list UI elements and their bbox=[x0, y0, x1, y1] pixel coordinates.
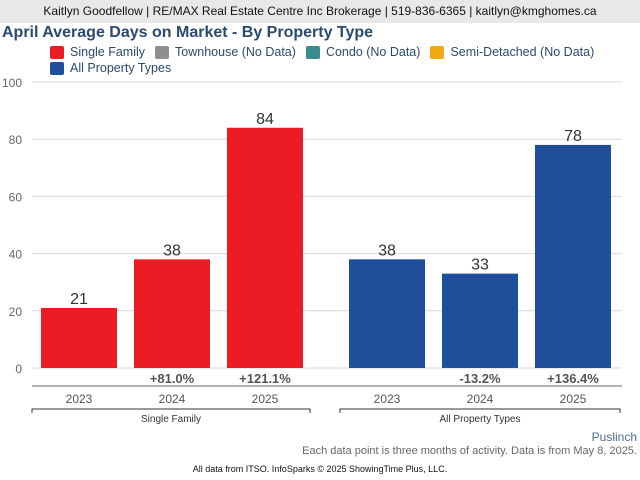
legend-label: Semi-Detached (No Data) bbox=[450, 45, 595, 59]
group-bracket bbox=[31, 408, 311, 413]
x-tick-label: 2024 bbox=[159, 392, 186, 406]
legend-item-semi-detached[interactable]: Semi-Detached (No Data) bbox=[430, 45, 594, 59]
bar-value-label: 38 bbox=[378, 242, 396, 259]
bar[interactable] bbox=[535, 144, 611, 368]
location-label: Puslinch bbox=[591, 430, 637, 444]
bar[interactable] bbox=[134, 259, 210, 368]
bar[interactable] bbox=[349, 259, 425, 368]
y-tick-label: 80 bbox=[9, 133, 23, 147]
x-tick-label: 2025 bbox=[560, 392, 587, 406]
chart-title: April Average Days on Market - By Proper… bbox=[2, 24, 374, 41]
percent-change-label: -13.2% bbox=[459, 371, 501, 386]
x-tick-label: 2023 bbox=[66, 392, 93, 406]
bar[interactable] bbox=[227, 127, 303, 368]
group-label: Single Family bbox=[141, 414, 201, 425]
y-tick-label: 60 bbox=[9, 190, 23, 204]
legend-label: Single Family bbox=[70, 45, 146, 59]
bar-value-label: 84 bbox=[256, 111, 274, 128]
group-bracket bbox=[339, 408, 621, 413]
y-tick-label: 0 bbox=[15, 362, 22, 376]
y-tick-label: 100 bbox=[2, 76, 22, 90]
legend-swatch-condo bbox=[305, 45, 320, 59]
legend-label: Condo (No Data) bbox=[325, 45, 421, 59]
bar-value-label: 21 bbox=[70, 291, 88, 308]
bar-value-label: 33 bbox=[471, 257, 489, 274]
percent-change-label: +121.1% bbox=[239, 371, 291, 386]
legend-label: All Property Types bbox=[70, 61, 172, 75]
x-tick-label: 2023 bbox=[374, 392, 401, 406]
x-tick-label: 2024 bbox=[467, 392, 494, 406]
chart-legend: Single Family Townhouse (No Data) Condo … bbox=[50, 44, 630, 76]
legend-item-single-family[interactable]: Single Family bbox=[50, 45, 145, 59]
y-tick-label: 20 bbox=[9, 305, 23, 319]
x-tick-label: 2025 bbox=[252, 392, 279, 406]
legend-label: Townhouse (No Data) bbox=[175, 45, 296, 59]
data-source: All data from ITSO. InfoSparks © 2025 Sh… bbox=[192, 464, 448, 474]
y-tick-label: 40 bbox=[9, 248, 23, 262]
data-note: Each data point is three months of activ… bbox=[302, 445, 637, 457]
legend-swatch-semi-detached bbox=[430, 45, 445, 59]
bar[interactable] bbox=[442, 273, 518, 368]
group-label: All Property Types bbox=[440, 414, 521, 425]
bar[interactable] bbox=[41, 307, 117, 368]
legend-item-townhouse[interactable]: Townhouse (No Data) bbox=[155, 45, 296, 59]
bar-value-label: 38 bbox=[163, 242, 181, 259]
bar-value-label: 78 bbox=[564, 128, 582, 145]
legend-item-all-property-types[interactable]: All Property Types bbox=[50, 61, 171, 75]
legend-swatch-all-property-types bbox=[50, 61, 64, 75]
percent-change-label: +81.0% bbox=[150, 371, 195, 386]
bar-chart: 0 20 40 60 80 100 21 2023 38 +81.0% 2024 84 +121.1% 2… bbox=[2, 76, 622, 425]
legend-item-condo[interactable]: Condo (No Data) bbox=[305, 45, 421, 59]
legend-swatch-single-family bbox=[50, 45, 64, 59]
legend-swatch-townhouse bbox=[155, 45, 170, 59]
percent-change-label: +136.4% bbox=[547, 371, 599, 386]
agent-contact-header: Kaitlyn Goodfellow | RE/MAX Real Estate … bbox=[0, 0, 640, 23]
